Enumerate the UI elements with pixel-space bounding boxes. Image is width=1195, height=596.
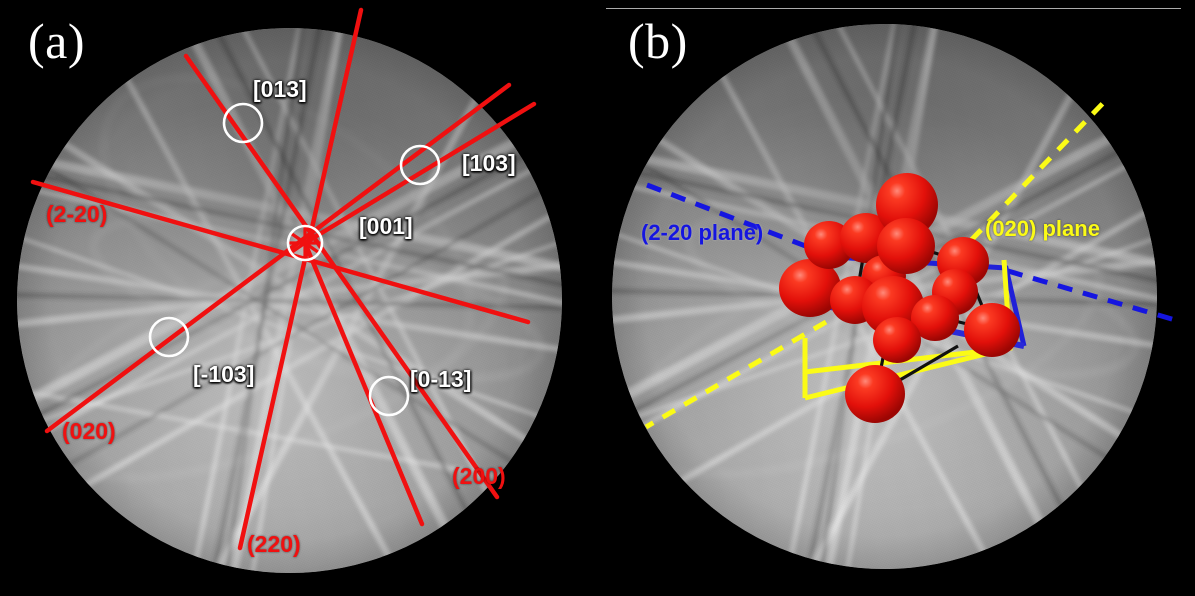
label-zone-axis-103: [103] [462,150,516,176]
kikuchi-bands-b [612,24,1157,569]
label-plane-020-plane: (020) plane [985,216,1100,241]
label-zone-axis--103: [-103] [193,361,255,387]
panel-b-top-rule [606,8,1181,9]
label-plane-220: (220) [247,531,301,557]
label-plane-2-20-plane: (2-20 plane) [641,220,764,245]
label-plane-020: (020) [62,418,116,444]
panel-b: (b) (2-20 plane) (020) plane [592,0,1195,596]
label-plane-2-20: (2-20) [46,201,108,227]
label-zone-axis-0-13: [0-13] [410,366,472,392]
panel-a: (a) [013] [103] [001] [-103] [0-13] (2-2… [0,0,592,596]
label-zone-axis-013: [013] [253,76,307,102]
kikuchi-bands-a [17,28,562,573]
label-plane-200: (200) [452,463,506,489]
label-zone-axis-001: [001] [359,213,413,239]
kikuchi-pattern-disc-b [612,24,1157,569]
panel-b-letter: (b) [628,13,688,69]
kikuchi-pattern-disc-a [17,28,562,573]
panel-a-letter: (a) [28,13,85,69]
